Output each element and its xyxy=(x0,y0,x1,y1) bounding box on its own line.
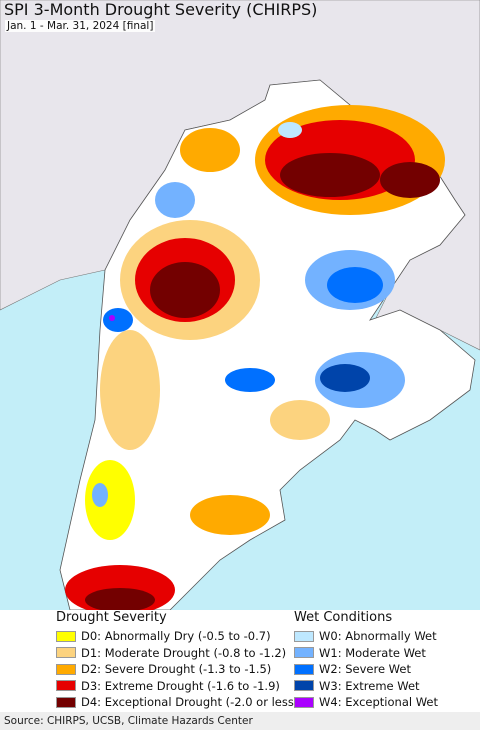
legend-item: W0: Abnormally Wet xyxy=(294,628,438,645)
legend-label: D0: Abnormally Dry (-0.5 to -0.7) xyxy=(81,629,271,644)
area xyxy=(85,460,135,540)
area xyxy=(92,483,108,507)
legend-item: W1: Moderate Wet xyxy=(294,645,438,662)
area xyxy=(155,182,195,218)
source: Source: CHIRPS, UCSB, Climate Hazards Ce… xyxy=(0,712,480,730)
area xyxy=(327,267,383,303)
legend-label: W0: Abnormally Wet xyxy=(319,629,437,644)
legend-swatch xyxy=(56,696,76,708)
legend-swatch xyxy=(56,663,76,675)
area xyxy=(150,262,220,318)
legend-swatch xyxy=(294,680,314,692)
area xyxy=(380,162,440,198)
area xyxy=(180,128,240,172)
area xyxy=(270,400,330,440)
drought-areas xyxy=(65,105,445,610)
title: SPI 3-Month Drought Severity (CHIRPS) xyxy=(4,0,318,19)
area xyxy=(225,368,275,392)
legend-label: W2: Severe Wet xyxy=(319,662,411,677)
legend-swatch xyxy=(294,696,314,708)
legend-swatch xyxy=(294,663,314,675)
legend-swatch xyxy=(294,647,314,659)
legend-swatch xyxy=(56,630,76,642)
area xyxy=(85,588,155,610)
legend-item: D2: Severe Drought (-1.3 to -1.5) xyxy=(56,661,298,678)
area xyxy=(190,495,270,535)
legend-swatch xyxy=(56,647,76,659)
legend-label: D4: Exceptional Drought (-2.0 or less) xyxy=(81,695,299,710)
wet-legend: Wet Conditions W0: Abnormally Wet W1: Mod… xyxy=(294,610,438,711)
area xyxy=(280,153,380,197)
legend-title: Drought Severity xyxy=(56,610,167,625)
area xyxy=(109,315,115,321)
legend-item: D4: Exceptional Drought (-2.0 or less) xyxy=(56,694,298,711)
legend-label: W3: Extreme Wet xyxy=(319,678,420,693)
legend-item: D3: Extreme Drought (-1.6 to -1.9) xyxy=(56,678,298,695)
wet-areas xyxy=(92,122,405,507)
area xyxy=(278,122,302,138)
map xyxy=(0,0,480,610)
area xyxy=(320,364,370,392)
area xyxy=(100,330,160,450)
legend-swatch xyxy=(294,630,314,642)
legend-item: W4: Exceptional Wet xyxy=(294,694,438,711)
legend-label: D2: Severe Drought (-1.3 to -1.5) xyxy=(81,662,272,677)
drought-legend: Drought Severity D0: Abnormally Dry (-0.… xyxy=(56,610,298,711)
legend-label: W1: Moderate Wet xyxy=(319,645,426,660)
legend-item: W2: Severe Wet xyxy=(294,661,438,678)
legend-swatch xyxy=(56,680,76,692)
subtitle: Jan. 1 - Mar. 31, 2024 [final] xyxy=(5,20,156,32)
legend-label: D1: Moderate Drought (-0.8 to -1.2) xyxy=(81,645,287,660)
legend-title: Wet Conditions xyxy=(294,610,393,625)
legend-item: W3: Extreme Wet xyxy=(294,678,438,695)
legend-item: D1: Moderate Drought (-0.8 to -1.2) xyxy=(56,645,298,662)
area xyxy=(103,308,133,332)
legend-label: W4: Exceptional Wet xyxy=(319,695,438,710)
legend-label: D3: Extreme Drought (-1.6 to -1.9) xyxy=(81,678,280,693)
legend-item: D0: Abnormally Dry (-0.5 to -0.7) xyxy=(56,628,298,645)
